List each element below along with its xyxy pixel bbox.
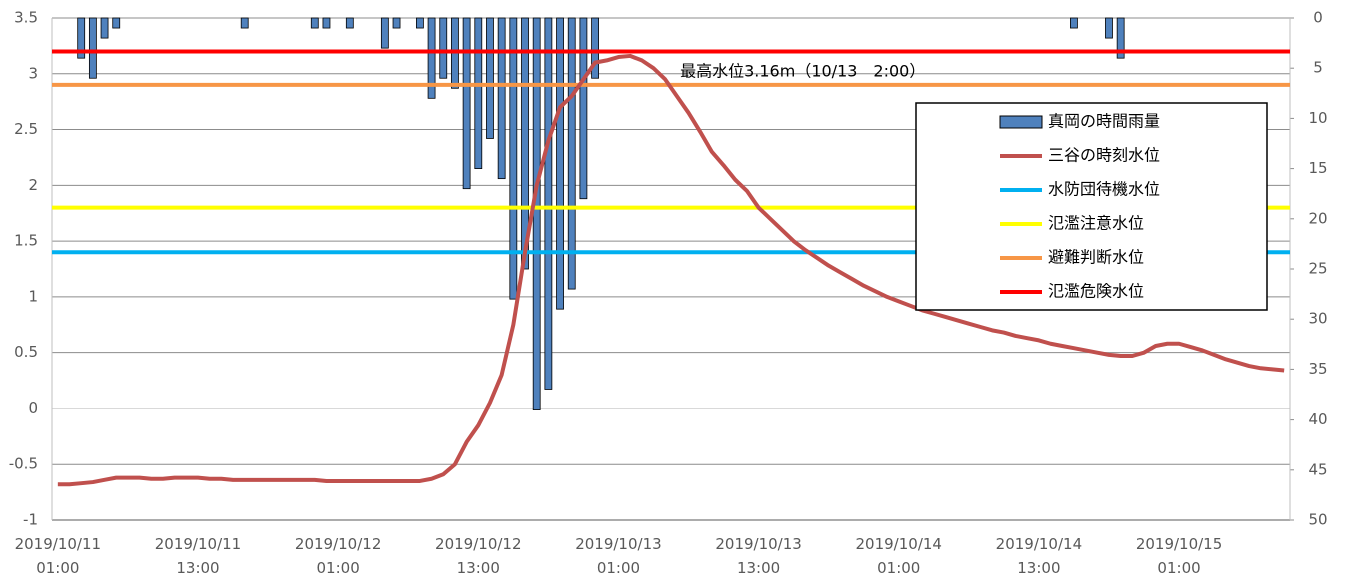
y-tick-label: 3: [28, 64, 38, 82]
y2-tick-label: 15: [1308, 159, 1327, 177]
legend-label: 避難判断水位: [1048, 248, 1144, 267]
annotation: 最高水位3.16m（10/13 2:00）: [680, 62, 925, 81]
bar: [521, 17, 529, 270]
y-tick-label: 1: [28, 287, 38, 305]
y2-tick-label: 45: [1308, 460, 1327, 478]
bar: [474, 17, 483, 170]
bar: [1116, 17, 1125, 59]
bar: [380, 17, 389, 49]
bar: [322, 17, 331, 29]
legend-label: 真岡の時間雨量: [1048, 112, 1160, 131]
y-tick-label: 2: [28, 176, 38, 194]
y2-tick-label: 20: [1308, 209, 1327, 227]
y-tick-label: 0: [28, 399, 38, 417]
y-tick-label: 3.5: [14, 9, 38, 27]
x-tick-label: 2019/10/13 01:00: [575, 535, 662, 577]
bar: [100, 17, 109, 39]
bar: [591, 17, 599, 79]
y-tick-label: -1: [23, 511, 38, 529]
legend-label: 水防団待機水位: [1048, 180, 1160, 199]
bar: [567, 17, 576, 290]
bar: [392, 17, 401, 29]
y2-tick-label: 35: [1308, 360, 1327, 378]
bar: [240, 17, 249, 29]
x-tick-label: 2019/10/12 13:00: [435, 535, 522, 577]
x-tick-label: 2019/10/14 13:00: [995, 535, 1083, 577]
bar: [509, 17, 518, 300]
bar: [532, 17, 541, 410]
y2-tick-label: 0: [1313, 9, 1323, 27]
bar: [556, 17, 564, 310]
x-tick-label: 2019/10/13 13:00: [715, 535, 802, 577]
y2-tick-label: 5: [1313, 59, 1323, 77]
y-tick-label: -0.5: [9, 455, 38, 473]
y-tick-label: 2.5: [14, 120, 38, 138]
bar: [579, 17, 588, 200]
x-tick-label: 2019/10/12 01:00: [294, 535, 382, 577]
bar: [462, 17, 471, 190]
legend-label: 氾濫危険水位: [1048, 282, 1144, 301]
y2-tick-label: 30: [1308, 310, 1327, 328]
bar: [112, 17, 121, 29]
legend-label: 氾濫注意水位: [1048, 214, 1144, 233]
bar: [427, 17, 436, 99]
bar: [310, 17, 319, 29]
bar: [1070, 17, 1078, 29]
line: [57, 53, 1285, 487]
x-tick-label: 2019/10/11 01:00: [14, 535, 102, 577]
bar: [415, 17, 424, 29]
bar: [439, 17, 448, 79]
y2-tick-label: 10: [1308, 109, 1327, 127]
y2-tick-label: 50: [1308, 511, 1327, 529]
x-tick-label: 2019/10/15 01:00: [1135, 535, 1223, 577]
bar: [486, 17, 494, 139]
x-tick-label: 2019/10/14 01:00: [855, 535, 942, 577]
bar: [497, 17, 506, 180]
y-tick-label: 1.5: [14, 232, 38, 250]
bar: [88, 17, 97, 79]
y-tick-label: 0.5: [14, 343, 38, 361]
bar: [544, 17, 553, 390]
x-tick-label: 2019/10/11 13:00: [154, 535, 242, 577]
y2-tick-label: 25: [1308, 260, 1327, 278]
legend-swatch: [999, 115, 1043, 129]
legend-label: 三谷の時刻水位: [1048, 146, 1160, 165]
bar: [345, 17, 354, 29]
bar: [1105, 17, 1113, 39]
y2-tick-label: 40: [1308, 410, 1327, 428]
legend-box: [915, 102, 1268, 311]
bar: [77, 17, 86, 59]
